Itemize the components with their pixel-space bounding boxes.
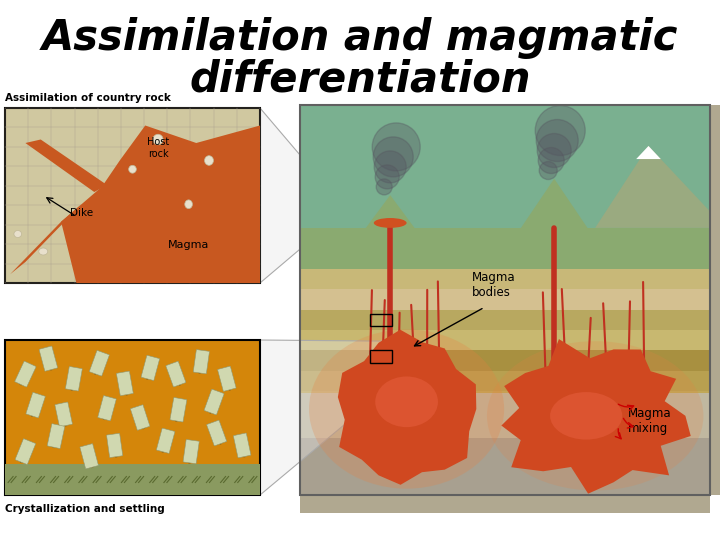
Bar bbox=[300, 438, 710, 495]
Ellipse shape bbox=[14, 231, 22, 238]
FancyArrowPatch shape bbox=[31, 416, 33, 417]
Polygon shape bbox=[25, 139, 107, 192]
FancyBboxPatch shape bbox=[15, 438, 36, 464]
FancyArrowPatch shape bbox=[94, 374, 96, 375]
FancyBboxPatch shape bbox=[80, 444, 99, 469]
Polygon shape bbox=[595, 146, 710, 228]
Circle shape bbox=[535, 105, 585, 156]
Circle shape bbox=[537, 133, 571, 167]
FancyBboxPatch shape bbox=[98, 396, 116, 421]
Circle shape bbox=[539, 147, 564, 173]
Bar bbox=[300, 269, 710, 296]
FancyBboxPatch shape bbox=[130, 405, 150, 430]
Polygon shape bbox=[260, 108, 300, 283]
FancyBboxPatch shape bbox=[233, 433, 251, 458]
Polygon shape bbox=[260, 340, 390, 495]
FancyBboxPatch shape bbox=[117, 371, 133, 396]
FancyArrowPatch shape bbox=[19, 384, 21, 385]
Bar bbox=[369, 350, 392, 363]
Polygon shape bbox=[513, 179, 595, 239]
Ellipse shape bbox=[204, 156, 213, 165]
Bar bbox=[300, 393, 710, 495]
Text: Dike: Dike bbox=[70, 208, 93, 219]
FancyBboxPatch shape bbox=[204, 389, 224, 415]
FancyBboxPatch shape bbox=[156, 428, 175, 453]
Bar bbox=[300, 330, 710, 357]
Text: Assimilation of country rock: Assimilation of country rock bbox=[5, 93, 171, 103]
FancyArrowPatch shape bbox=[20, 462, 22, 463]
FancyBboxPatch shape bbox=[183, 440, 199, 464]
Ellipse shape bbox=[309, 329, 504, 489]
Ellipse shape bbox=[374, 218, 407, 228]
Polygon shape bbox=[338, 330, 477, 485]
FancyBboxPatch shape bbox=[66, 367, 82, 391]
FancyArrowPatch shape bbox=[210, 413, 211, 414]
FancyBboxPatch shape bbox=[141, 355, 160, 381]
Circle shape bbox=[539, 161, 557, 179]
Bar bbox=[300, 350, 710, 377]
Ellipse shape bbox=[129, 165, 136, 173]
Polygon shape bbox=[61, 125, 260, 283]
Bar bbox=[5, 340, 260, 495]
Circle shape bbox=[375, 165, 399, 189]
Bar bbox=[300, 309, 710, 336]
Bar bbox=[5, 464, 260, 495]
Text: Host
rock: Host rock bbox=[147, 137, 169, 159]
FancyBboxPatch shape bbox=[207, 420, 227, 446]
Circle shape bbox=[374, 151, 406, 183]
FancyBboxPatch shape bbox=[217, 366, 236, 391]
Circle shape bbox=[373, 137, 413, 177]
FancyBboxPatch shape bbox=[26, 393, 45, 418]
FancyBboxPatch shape bbox=[39, 346, 58, 371]
FancyBboxPatch shape bbox=[55, 402, 73, 427]
Text: Crystallization and settling: Crystallization and settling bbox=[5, 504, 165, 514]
FancyBboxPatch shape bbox=[107, 433, 122, 457]
FancyBboxPatch shape bbox=[166, 361, 186, 387]
Polygon shape bbox=[636, 146, 661, 159]
Ellipse shape bbox=[487, 341, 703, 490]
Circle shape bbox=[372, 123, 420, 171]
Text: Magma
mixing: Magma mixing bbox=[628, 407, 672, 435]
Polygon shape bbox=[501, 339, 690, 494]
Bar bbox=[300, 495, 710, 513]
Ellipse shape bbox=[375, 376, 438, 427]
Ellipse shape bbox=[39, 248, 48, 255]
Bar bbox=[710, 105, 720, 495]
Bar bbox=[300, 370, 710, 398]
Text: differentiation: differentiation bbox=[189, 59, 531, 101]
Bar bbox=[300, 289, 710, 316]
FancyBboxPatch shape bbox=[170, 397, 186, 422]
Text: Magma: Magma bbox=[168, 240, 210, 250]
Circle shape bbox=[376, 179, 392, 195]
Ellipse shape bbox=[550, 392, 622, 440]
Bar bbox=[369, 314, 392, 327]
Bar bbox=[300, 391, 710, 418]
Ellipse shape bbox=[153, 134, 163, 145]
FancyBboxPatch shape bbox=[89, 350, 109, 376]
Bar bbox=[5, 108, 260, 283]
FancyBboxPatch shape bbox=[193, 349, 210, 374]
FancyBboxPatch shape bbox=[14, 361, 36, 387]
Polygon shape bbox=[357, 195, 423, 239]
FancyBboxPatch shape bbox=[48, 424, 65, 449]
FancyArrowPatch shape bbox=[179, 385, 181, 386]
Ellipse shape bbox=[185, 200, 192, 208]
Polygon shape bbox=[10, 204, 81, 274]
Bar bbox=[300, 105, 710, 495]
Bar bbox=[300, 105, 710, 269]
Circle shape bbox=[536, 119, 578, 161]
Bar bbox=[300, 228, 710, 269]
Text: Magma
bodies: Magma bodies bbox=[472, 271, 516, 299]
Text: Assimilation and magmatic: Assimilation and magmatic bbox=[42, 17, 678, 59]
